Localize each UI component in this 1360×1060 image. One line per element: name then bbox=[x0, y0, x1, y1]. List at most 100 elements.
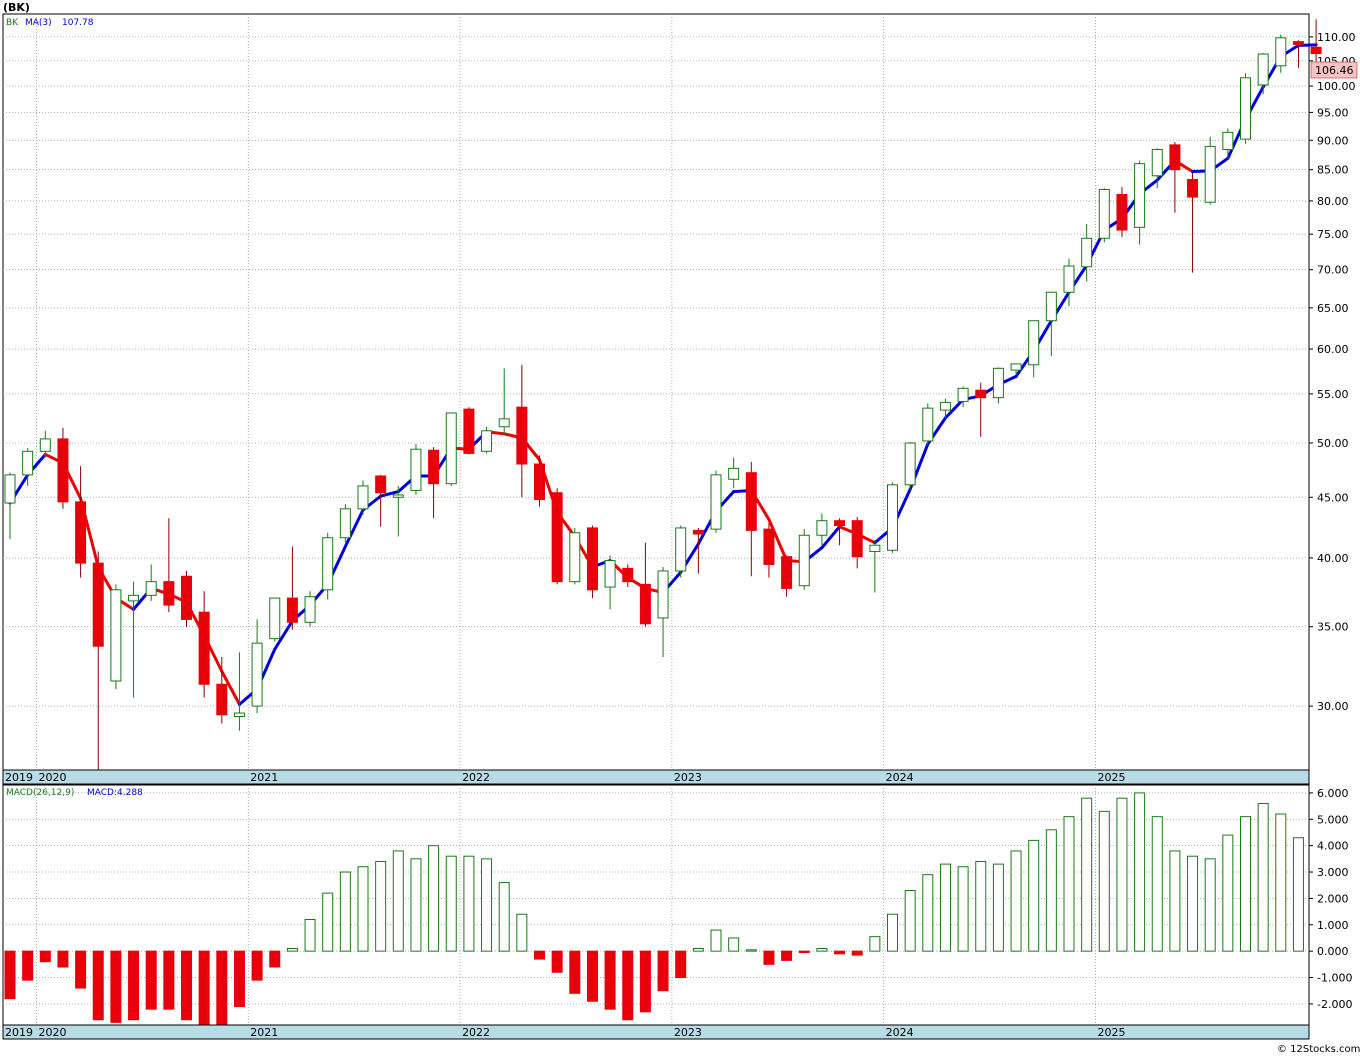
legend-ma-label: MA(3) bbox=[25, 18, 52, 28]
macd-year-label: 2024 bbox=[886, 1026, 914, 1039]
candle-down bbox=[164, 582, 174, 605]
footer-credit: © 12Stocks.com bbox=[1277, 1044, 1360, 1055]
macd-bar-positive bbox=[482, 859, 492, 951]
candle-up bbox=[1082, 238, 1092, 266]
macd-bar-positive bbox=[870, 937, 880, 952]
macd-bar-positive bbox=[1205, 859, 1215, 951]
macd-bar-positive bbox=[517, 914, 527, 951]
candle-up bbox=[305, 597, 315, 623]
macd-bar-negative bbox=[58, 951, 68, 967]
macd-bar-positive bbox=[1117, 798, 1127, 951]
macd-bar-negative bbox=[552, 951, 562, 972]
macd-bar-positive bbox=[1029, 840, 1039, 951]
macd-bar-positive bbox=[1082, 798, 1092, 951]
candle-up bbox=[411, 449, 421, 490]
macd-bar-negative bbox=[93, 951, 103, 1020]
candle-down bbox=[623, 568, 633, 581]
candle-up bbox=[1046, 292, 1056, 320]
candle-down bbox=[76, 502, 86, 563]
price-year-label: 2022 bbox=[462, 771, 490, 784]
candle-down bbox=[1293, 42, 1303, 45]
macd-bar-positive bbox=[323, 893, 333, 951]
price-ytick-label: 90.00 bbox=[1317, 134, 1349, 147]
price-ytick-label: 95.00 bbox=[1317, 106, 1349, 119]
candle-down bbox=[852, 521, 862, 557]
candle-up bbox=[1276, 38, 1286, 66]
candle-up bbox=[1064, 266, 1074, 292]
candle-down bbox=[1188, 179, 1198, 197]
candle-up bbox=[40, 439, 50, 451]
macd-bar-positive bbox=[993, 864, 1003, 951]
candle-down bbox=[58, 439, 68, 502]
price-year-label: 2019 bbox=[5, 771, 33, 784]
macd-bar-positive bbox=[1099, 811, 1109, 951]
macd-year-label: 2022 bbox=[462, 1026, 490, 1039]
candle-down bbox=[376, 476, 386, 493]
macd-bar-negative bbox=[782, 951, 792, 960]
macd-bar-positive bbox=[1135, 793, 1145, 951]
price-ytick-label: 85.00 bbox=[1317, 164, 1349, 177]
candle-down bbox=[976, 390, 986, 397]
candle-down bbox=[835, 521, 845, 526]
candle-up bbox=[1011, 364, 1021, 370]
candle-down bbox=[535, 464, 545, 500]
macd-ytick-label: 5.000 bbox=[1317, 813, 1349, 826]
candle-up bbox=[711, 475, 721, 529]
candle-up bbox=[993, 368, 1003, 397]
candle-up bbox=[482, 431, 492, 452]
macd-bar-positive bbox=[287, 949, 297, 952]
macd-bar-negative bbox=[217, 951, 227, 1027]
candle-up bbox=[1258, 54, 1268, 85]
macd-bar-positive bbox=[905, 890, 915, 951]
macd-bar-positive bbox=[711, 930, 721, 951]
macd-year-label: 2019 bbox=[5, 1026, 33, 1039]
price-panel: 30.0035.0040.0045.0050.0055.0060.0065.00… bbox=[3, 14, 1357, 784]
macd-year-label: 2023 bbox=[674, 1026, 702, 1039]
macd-bar-negative bbox=[799, 951, 809, 952]
macd-bar-positive bbox=[499, 883, 509, 952]
candle-up bbox=[888, 485, 898, 550]
candle-up bbox=[146, 582, 156, 596]
macd-bar-negative bbox=[852, 951, 862, 955]
macd-bar-positive bbox=[1293, 838, 1303, 951]
macd-year-label: 2021 bbox=[250, 1026, 278, 1039]
macd-bar-positive bbox=[1241, 817, 1251, 952]
candle-up bbox=[252, 643, 262, 706]
candle-up bbox=[799, 535, 809, 585]
candle-up bbox=[1029, 321, 1039, 365]
price-year-label: 2020 bbox=[38, 771, 66, 784]
macd-year-label: 2025 bbox=[1097, 1026, 1125, 1039]
macd-bar-positive bbox=[1188, 856, 1198, 951]
macd-bar-positive bbox=[923, 875, 933, 951]
macd-bar-negative bbox=[835, 951, 845, 954]
price-year-label: 2025 bbox=[1097, 771, 1125, 784]
price-ytick-label: 60.00 bbox=[1317, 343, 1349, 356]
macd-ytick-label: 1.000 bbox=[1317, 919, 1349, 932]
candle-up bbox=[1241, 78, 1251, 139]
macd-ytick-label: 4.000 bbox=[1317, 840, 1349, 853]
legend-ma-value: 107.78 bbox=[62, 18, 94, 28]
macd-bar-negative bbox=[623, 951, 633, 1020]
candle-up bbox=[570, 533, 580, 582]
candle-down bbox=[429, 450, 439, 483]
macd-bar-positive bbox=[1046, 830, 1056, 951]
candle-up bbox=[323, 538, 333, 590]
candle-down bbox=[464, 409, 474, 453]
macd-bar-positive bbox=[1152, 817, 1162, 952]
macd-bar-positive bbox=[1276, 814, 1286, 951]
candle-up bbox=[729, 468, 739, 479]
candle-down bbox=[182, 576, 192, 619]
price-ytick-label: 80.00 bbox=[1317, 195, 1349, 208]
macd-bar-positive bbox=[376, 861, 386, 951]
macd-bar-positive bbox=[1258, 803, 1268, 951]
macd-bar-negative bbox=[5, 951, 15, 998]
macd-bar-positive bbox=[1064, 817, 1074, 952]
macd-ytick-label: 3.000 bbox=[1317, 866, 1349, 879]
candle-up bbox=[340, 509, 350, 538]
macd-bar-positive bbox=[888, 914, 898, 951]
candle-up bbox=[1205, 147, 1215, 203]
candle-up bbox=[111, 590, 121, 681]
macd-bar-positive bbox=[940, 864, 950, 951]
candle-down bbox=[199, 612, 209, 684]
